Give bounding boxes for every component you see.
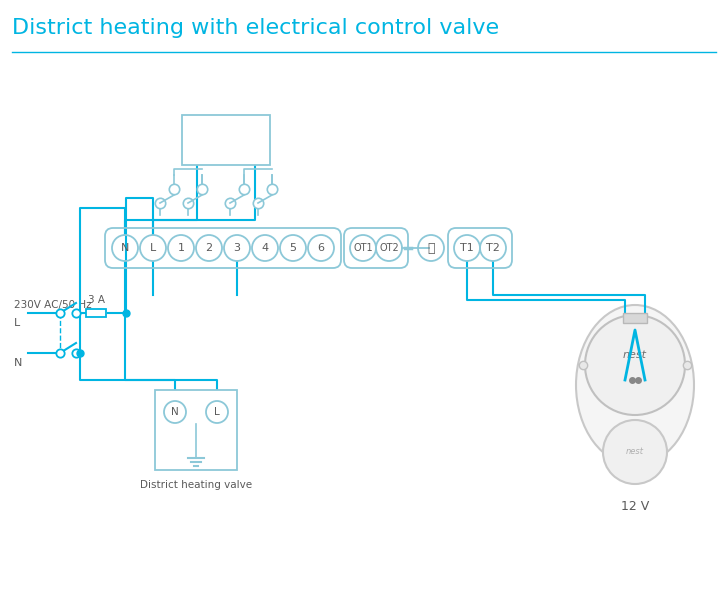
Text: L: L [214,407,220,417]
Bar [155,390,237,470]
Text: District heating valve: District heating valve [140,480,252,490]
Text: nest: nest [623,350,647,360]
Text: ⏚: ⏚ [427,242,435,254]
Text: T2: T2 [486,243,500,253]
Text: 6: 6 [317,243,325,253]
Text: OT1: OT1 [353,243,373,253]
Text: 230V AC/50 Hz: 230V AC/50 Hz [14,300,92,310]
Text: 3 A: 3 A [87,295,105,305]
Text: N: N [14,358,23,368]
Text: L: L [150,243,156,253]
Text: 2: 2 [205,243,213,253]
Text: 1: 1 [178,243,184,253]
Bar [86,309,106,317]
Text: District heating with electrical control valve: District heating with electrical control… [12,18,499,38]
Text: L: L [14,318,20,328]
Text: nest: nest [626,447,644,457]
Text: N: N [171,407,179,417]
Circle shape [603,420,667,484]
Text: 3: 3 [234,243,240,253]
Bar [623,313,647,323]
Circle shape [585,315,685,415]
Ellipse shape [576,305,694,465]
Text: N: N [121,243,129,253]
Text: Input power: Input power [193,135,259,145]
Text: 5: 5 [290,243,296,253]
Text: T1: T1 [460,243,474,253]
Text: 12 V: 12 V [621,500,649,513]
Text: OT2: OT2 [379,243,399,253]
Bar [182,115,270,165]
Text: 4: 4 [261,243,269,253]
